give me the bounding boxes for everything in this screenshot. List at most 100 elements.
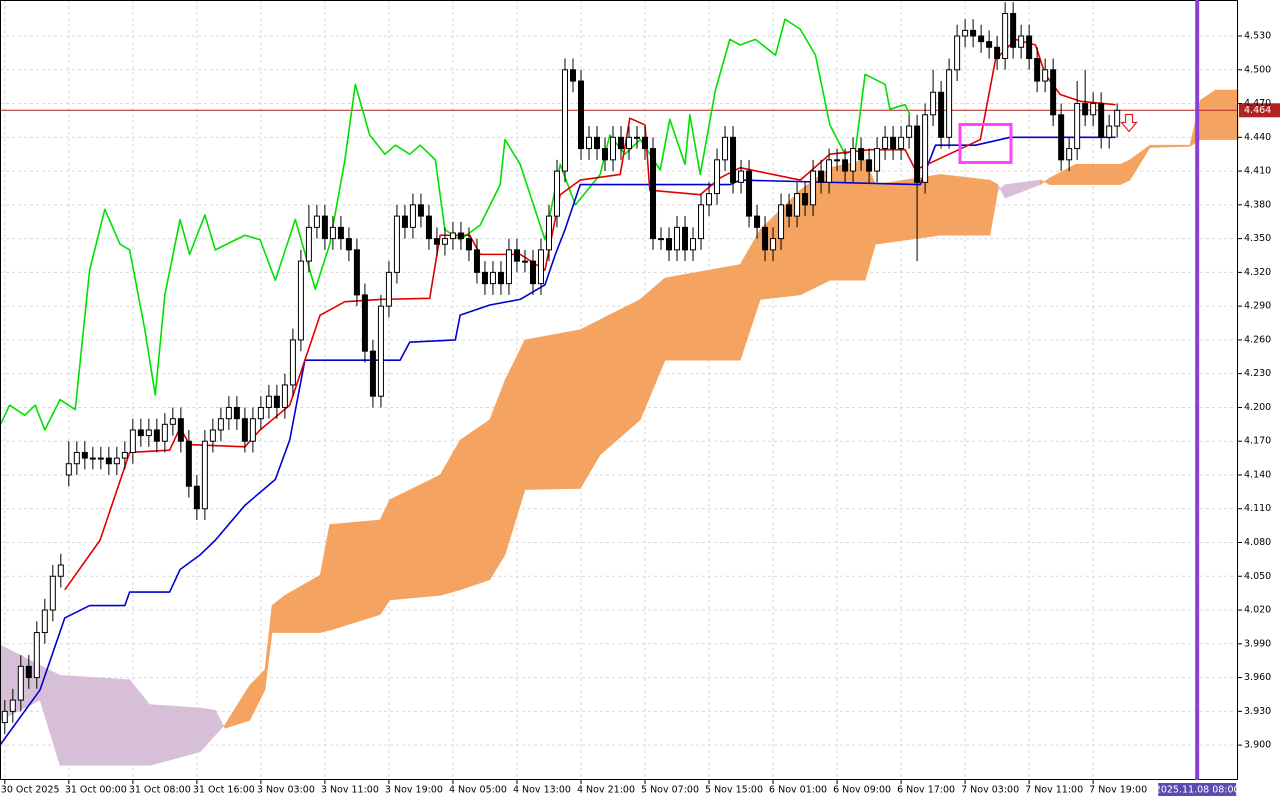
candle-body <box>465 238 472 251</box>
candle-body <box>425 215 432 240</box>
y-tick-label: 4.080 <box>1244 537 1271 548</box>
candle-body <box>618 136 625 150</box>
candle-body <box>609 136 616 161</box>
candle-body <box>193 485 200 510</box>
x-tick-label: 7 Nov 03:00 <box>961 785 1019 796</box>
candle-body <box>249 418 256 442</box>
candle-body <box>706 193 713 206</box>
candle-body <box>177 418 184 442</box>
candle-body <box>577 80 584 150</box>
candle-body <box>97 457 104 460</box>
candle-body <box>1002 13 1009 60</box>
x-tick-label: 6 Nov 09:00 <box>833 785 891 796</box>
candle-body <box>17 665 24 701</box>
candle-body <box>457 232 464 240</box>
candle-body <box>489 271 496 285</box>
candle-body <box>842 159 849 172</box>
plot-frame <box>0 0 1238 780</box>
candle-body <box>433 238 440 245</box>
candle-body <box>1114 109 1121 127</box>
candle-body <box>1066 148 1073 161</box>
y-tick-label: 4.470 <box>1244 98 1271 109</box>
candle-body <box>1018 35 1025 48</box>
candle-body <box>834 159 841 162</box>
candle-body <box>281 384 288 408</box>
candle-body <box>297 260 304 341</box>
x-tick-label: 4 Nov 21:00 <box>577 785 635 796</box>
y-tick-label: 4.380 <box>1244 199 1271 210</box>
candle-body <box>369 350 376 397</box>
candle-body <box>970 29 977 37</box>
candle-body <box>105 457 112 465</box>
candle-body <box>521 260 528 263</box>
candle-body <box>962 29 969 37</box>
candle-body <box>658 238 665 241</box>
cloud-segment <box>379 499 391 616</box>
cloud-segment <box>59 675 130 766</box>
candle-body <box>1090 103 1097 116</box>
x-tick-label: 31 Oct 16:00 <box>193 785 255 796</box>
x-tick-label: 4 Nov 05:00 <box>449 785 507 796</box>
candle-body <box>529 260 536 285</box>
candle-body <box>497 271 504 285</box>
candle-body <box>938 91 945 138</box>
candle-body <box>385 271 392 307</box>
x-tick-label: 7 Nov 19:00 <box>1089 785 1147 796</box>
candle-body <box>273 395 280 408</box>
y-tick-label: 4.500 <box>1244 64 1271 75</box>
candle-body <box>113 457 120 465</box>
y-tick-label: 3.990 <box>1244 638 1271 649</box>
cloud-segment <box>1215 89 1239 140</box>
time-marker-label: 2025.11.08 08:00 <box>1155 785 1240 796</box>
price-label: 4.464 <box>1244 105 1271 116</box>
candle-body <box>954 35 961 71</box>
candle-body <box>145 429 152 437</box>
candle-body <box>553 170 560 217</box>
candle-body <box>634 136 641 139</box>
candle-body <box>858 148 865 161</box>
highlight-box <box>958 123 1013 164</box>
y-tick-label: 4.290 <box>1244 301 1271 312</box>
candle-body <box>890 136 897 150</box>
x-tick-label: 6 Nov 17:00 <box>897 785 955 796</box>
candle-body <box>930 91 937 116</box>
candle-body <box>778 204 785 240</box>
candle-body <box>1034 58 1041 82</box>
y-tick-label: 3.930 <box>1244 706 1271 717</box>
y-tick-label: 4.020 <box>1244 605 1271 616</box>
cloud-segment <box>329 519 381 631</box>
plot-layer <box>0 0 1280 780</box>
candle-body <box>626 136 633 150</box>
candle-body <box>505 249 512 285</box>
y-tick-label: 3.900 <box>1244 740 1271 751</box>
candle-body <box>377 305 384 397</box>
cloud-segment <box>524 329 581 490</box>
sell-arrow <box>1120 113 1138 133</box>
candle-body <box>153 429 160 442</box>
candle-body <box>1058 114 1065 161</box>
candle-body <box>121 451 128 459</box>
candle-body <box>722 136 729 161</box>
candle-body <box>441 238 448 245</box>
candle-body <box>1026 35 1033 60</box>
candle-body <box>898 136 905 150</box>
candle-body <box>810 170 817 206</box>
candle-body <box>201 440 208 510</box>
candle-body <box>650 148 657 240</box>
price-label-box <box>1239 103 1280 118</box>
x-tick-label: 31 Oct 08:00 <box>129 785 191 796</box>
candle-body <box>642 136 649 150</box>
candle-body <box>449 232 456 240</box>
candle-body <box>730 136 737 183</box>
candle-body <box>393 215 400 273</box>
x-tick-label: 6 Nov 01:00 <box>769 785 827 796</box>
candle-body <box>289 339 296 386</box>
x-tick-label: 7 Nov 11:00 <box>1025 785 1083 796</box>
candle-body <box>417 204 424 217</box>
y-tick-label: 4.440 <box>1244 132 1271 143</box>
candle-body <box>9 699 16 712</box>
y-tick-label: 4.260 <box>1244 334 1271 345</box>
candle-body <box>1010 13 1017 48</box>
